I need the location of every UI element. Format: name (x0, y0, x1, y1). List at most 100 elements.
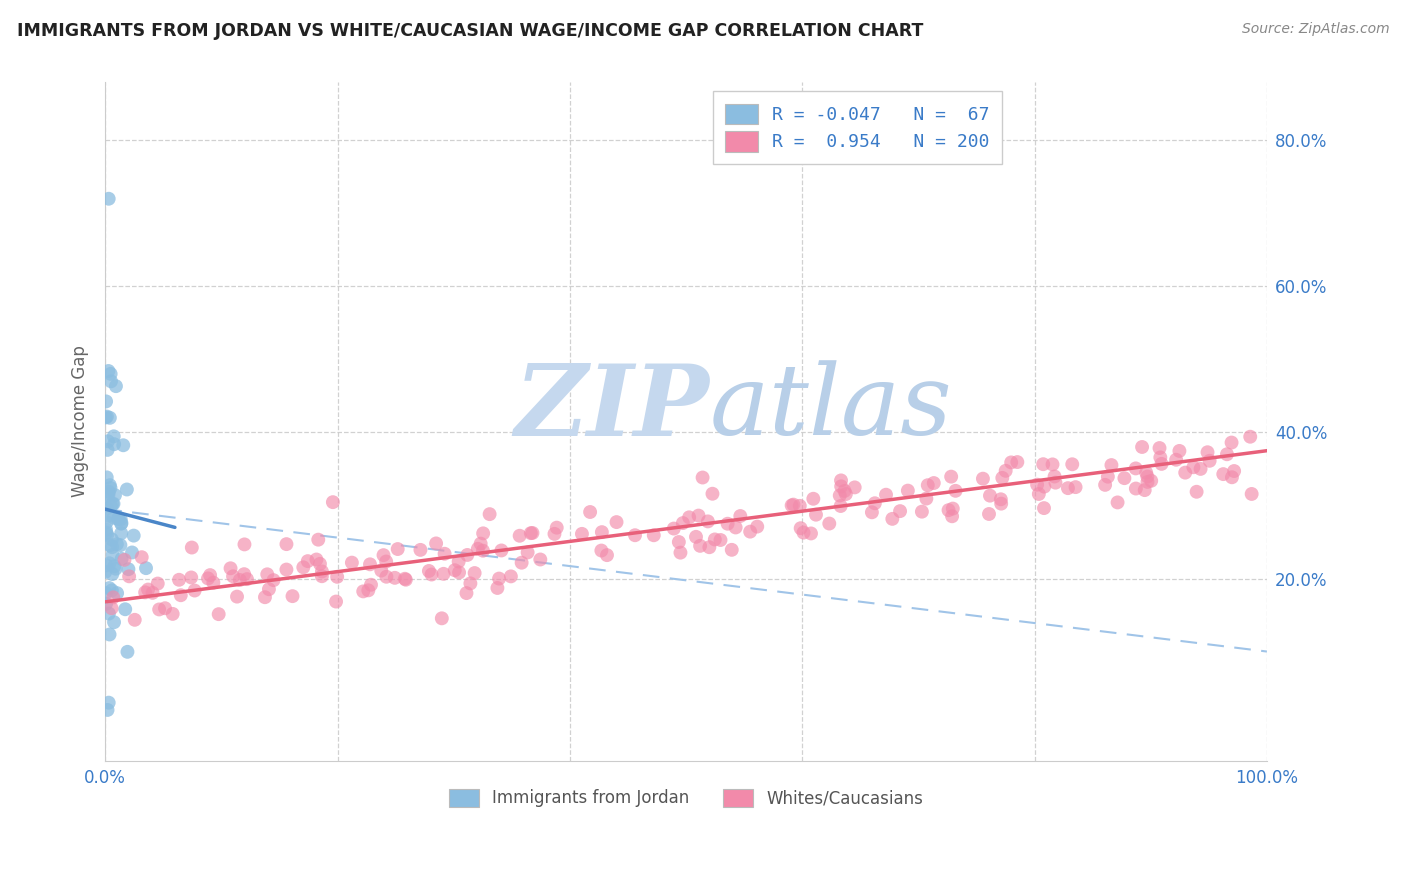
Whites/Caucasians (882, 512, 904, 526)
Whites/Caucasians (1130, 440, 1153, 454)
Whites/Caucasians (443, 563, 465, 577)
Whites/Caucasians (472, 543, 495, 558)
Whites/Caucasians (789, 499, 811, 513)
Immigrants from Jordan (103, 437, 125, 451)
Immigrants from Jordan (96, 527, 118, 541)
Whites/Caucasians (1212, 467, 1234, 482)
Whites/Caucasians (699, 540, 721, 554)
Text: IMMIGRANTS FROM JORDAN VS WHITE/CAUCASIAN WAGE/INCOME GAP CORRELATION CHART: IMMIGRANTS FROM JORDAN VS WHITE/CAUCASIA… (17, 22, 924, 40)
Text: ZIP: ZIP (515, 359, 709, 456)
Whites/Caucasians (1097, 469, 1119, 483)
Whites/Caucasians (136, 582, 159, 597)
Whites/Caucasians (685, 530, 707, 544)
Immigrants from Jordan (110, 538, 132, 552)
Whites/Caucasians (276, 563, 298, 577)
Immigrants from Jordan (94, 597, 117, 611)
Whites/Caucasians (456, 548, 478, 562)
Whites/Caucasians (941, 509, 963, 524)
Whites/Caucasians (499, 569, 522, 583)
Immigrants from Jordan (114, 602, 136, 616)
Whites/Caucasians (520, 526, 543, 541)
Immigrants from Jordan (122, 528, 145, 542)
Whites/Caucasians (942, 501, 965, 516)
Whites/Caucasians (447, 555, 470, 569)
Whites/Caucasians (941, 469, 963, 483)
Whites/Caucasians (276, 537, 298, 551)
Whites/Caucasians (720, 542, 742, 557)
Immigrants from Jordan (94, 565, 117, 579)
Whites/Caucasians (257, 582, 280, 597)
Immigrants from Jordan (110, 512, 132, 526)
Y-axis label: Wage/Income Gap: Wage/Income Gap (72, 345, 89, 498)
Whites/Caucasians (509, 529, 531, 543)
Whites/Caucasians (325, 594, 347, 608)
Whites/Caucasians (486, 581, 509, 595)
Immigrants from Jordan (100, 499, 122, 513)
Whites/Caucasians (114, 553, 136, 567)
Whites/Caucasians (688, 508, 710, 523)
Whites/Caucasians (510, 556, 533, 570)
Whites/Caucasians (529, 552, 551, 566)
Whites/Caucasians (689, 539, 711, 553)
Whites/Caucasians (917, 478, 939, 492)
Whites/Caucasians (669, 546, 692, 560)
Immigrants from Jordan (96, 703, 118, 717)
Immigrants from Jordan (104, 488, 127, 502)
Whites/Caucasians (340, 556, 363, 570)
Whites/Caucasians (990, 497, 1012, 511)
Whites/Caucasians (1166, 452, 1188, 467)
Whites/Caucasians (1239, 430, 1261, 444)
Whites/Caucasians (236, 572, 259, 586)
Immigrants from Jordan (107, 510, 129, 524)
Whites/Caucasians (672, 516, 695, 530)
Whites/Caucasians (994, 464, 1017, 478)
Whites/Caucasians (678, 510, 700, 524)
Whites/Caucasians (1182, 460, 1205, 475)
Whites/Caucasians (375, 555, 398, 569)
Whites/Caucasians (146, 576, 169, 591)
Whites/Caucasians (740, 524, 762, 539)
Whites/Caucasians (253, 591, 276, 605)
Whites/Caucasians (1033, 501, 1056, 516)
Whites/Caucasians (162, 607, 184, 621)
Whites/Caucasians (692, 470, 714, 484)
Whites/Caucasians (233, 567, 256, 582)
Whites/Caucasians (1140, 474, 1163, 488)
Immigrants from Jordan (103, 510, 125, 524)
Immigrants from Jordan (97, 442, 120, 457)
Whites/Caucasians (233, 537, 256, 551)
Immigrants from Jordan (101, 548, 124, 562)
Whites/Caucasians (915, 491, 938, 506)
Whites/Caucasians (591, 525, 613, 540)
Whites/Caucasians (696, 515, 718, 529)
Whites/Caucasians (491, 543, 513, 558)
Whites/Caucasians (433, 547, 456, 561)
Whites/Caucasians (835, 487, 858, 501)
Immigrants from Jordan (103, 615, 125, 630)
Whites/Caucasians (1150, 457, 1173, 471)
Whites/Caucasians (1125, 482, 1147, 496)
Immigrants from Jordan (110, 516, 132, 531)
Immigrants from Jordan (135, 561, 157, 575)
Whites/Caucasians (394, 572, 416, 586)
Whites/Caucasians (131, 550, 153, 565)
Whites/Caucasians (668, 535, 690, 549)
Whites/Caucasians (922, 476, 945, 491)
Immigrants from Jordan (100, 367, 122, 381)
Whites/Caucasians (352, 584, 374, 599)
Whites/Caucasians (828, 489, 851, 503)
Immigrants from Jordan (97, 364, 120, 378)
Immigrants from Jordan (101, 567, 124, 582)
Whites/Caucasians (860, 505, 883, 519)
Whites/Caucasians (1136, 469, 1159, 483)
Whites/Caucasians (1057, 481, 1080, 495)
Whites/Caucasians (167, 573, 190, 587)
Whites/Caucasians (198, 568, 221, 582)
Whites/Caucasians (875, 488, 897, 502)
Immigrants from Jordan (110, 516, 132, 531)
Whites/Caucasians (305, 552, 328, 566)
Whites/Caucasians (844, 480, 866, 494)
Whites/Caucasians (357, 583, 380, 598)
Whites/Caucasians (472, 526, 495, 541)
Whites/Caucasians (470, 536, 492, 550)
